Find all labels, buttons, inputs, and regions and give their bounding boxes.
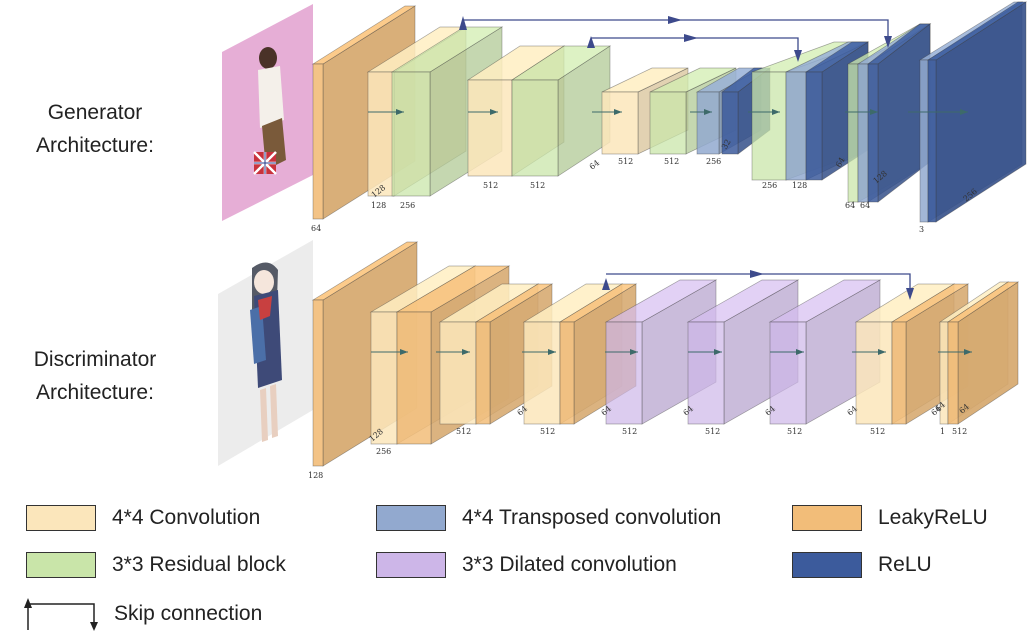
layer-front-face (687, 321, 725, 425)
discriminator-dimension-label: 256 (376, 447, 391, 456)
layer-front-face (511, 79, 559, 177)
generator-row-label: Generator Architecture: (0, 96, 190, 162)
generator-label-line2: Architecture: (36, 134, 154, 157)
generator-flow-arrow-head (396, 109, 404, 115)
generator-layer-block (926, 1, 1028, 223)
generator-dimension-label: 3 (919, 225, 924, 234)
generator-dimension-label: 512 (483, 181, 498, 190)
discriminator-flow-arrow-head (714, 349, 722, 355)
discriminator-dimension-label: 512 (787, 427, 802, 436)
generator-dimension-label: 64 (311, 224, 321, 233)
discriminator-flow-arrow-head (796, 349, 804, 355)
generator-layer-block (510, 45, 612, 177)
generator-dimension-label: 256 (400, 201, 415, 210)
layer-front-face (927, 59, 937, 223)
discriminator-skip-connection (602, 270, 914, 300)
discriminator-label-line2: Architecture: (36, 381, 154, 404)
layer-front-face (891, 321, 907, 425)
layer-front-face (439, 321, 477, 425)
generator-dimension-label: 64 (860, 201, 870, 210)
generator-dimension-label: 512 (618, 157, 633, 166)
generator-dimension-label: 256 (762, 181, 777, 190)
generator-skip-connections (459, 16, 892, 62)
generator-dimension-label: 64 (834, 156, 847, 169)
layer-front-face (467, 79, 513, 177)
generator-dimension-label: 512 (530, 181, 545, 190)
discriminator-layers (311, 241, 1020, 467)
discriminator-row-label: Discriminator Architecture: (0, 343, 190, 409)
layer-front-face (867, 63, 879, 203)
layer-front-face (391, 71, 431, 197)
generator-dimension-label: 64 (845, 201, 855, 210)
layer-front-face (605, 321, 643, 425)
generator-dimension-label: 128 (371, 201, 386, 210)
discriminator-flow-arrow-head (400, 349, 408, 355)
discriminator-dimension-label: 1 (940, 427, 945, 436)
discriminator-dimension-label: 512 (705, 427, 720, 436)
discriminator-layer-block (946, 281, 1020, 425)
layer-front-face (847, 63, 859, 203)
layer-front-face (696, 91, 720, 155)
generator-dimension-label: 256 (706, 157, 721, 166)
layer-front-face (751, 71, 787, 181)
generator-flow-arrow-head (960, 109, 968, 115)
layer-front-face (919, 59, 929, 223)
layer-front-face (475, 321, 491, 425)
discriminator-label-line1: Discriminator (33, 348, 157, 371)
discriminator-dimension-label: 512 (870, 427, 885, 436)
generator-dimension-label: 512 (664, 157, 679, 166)
discriminator-dimension-label: 512 (952, 427, 967, 436)
generator-input-image (222, 4, 313, 221)
layer-front-face (721, 91, 739, 155)
discriminator-dimension-label: 128 (308, 471, 323, 480)
discriminator-dimension-label: 512 (622, 427, 637, 436)
generator-layers (311, 1, 1028, 223)
generator-label-line1: Generator (47, 101, 143, 124)
layer-front-face (805, 71, 823, 181)
discriminator-flow-arrow-head (630, 349, 638, 355)
layer-front-face (312, 299, 324, 467)
layer-front-face (312, 63, 324, 220)
layer-front-face (785, 71, 807, 181)
layer-front-face (649, 91, 687, 155)
layer-front-face (857, 63, 869, 203)
layer-front-face (769, 321, 807, 425)
discriminator-flow-arrow-head (462, 349, 470, 355)
discriminator-flow-arrow-head (964, 349, 972, 355)
discriminator-dimension-label: 512 (540, 427, 555, 436)
discriminator-flow-arrow-head (878, 349, 886, 355)
generator-dimension-label: 128 (792, 181, 807, 190)
generator-flow-arrow-head (870, 109, 878, 115)
discriminator-flow-arrow-head (548, 349, 556, 355)
layer-front-face (601, 91, 639, 155)
layer-front-face (367, 71, 395, 197)
layer-front-face (855, 321, 893, 425)
generator-dimension-label: 32 (720, 138, 733, 151)
generator-flow-arrow-head (772, 109, 780, 115)
layer-front-face (370, 311, 398, 445)
discriminator-dimension-label: 512 (456, 427, 471, 436)
layer-front-face (947, 321, 959, 425)
generator-layer-block (866, 23, 932, 203)
generator-flow-arrow-head (704, 109, 712, 115)
layer-front-face (396, 311, 432, 445)
layer-front-face (559, 321, 575, 425)
generator-dimension-label: 64 (588, 158, 602, 171)
layer-front-face (523, 321, 561, 425)
generator-flow-arrow-head (614, 109, 622, 115)
discriminator-input-image (218, 240, 313, 466)
generator-flow-arrow-head (490, 109, 498, 115)
